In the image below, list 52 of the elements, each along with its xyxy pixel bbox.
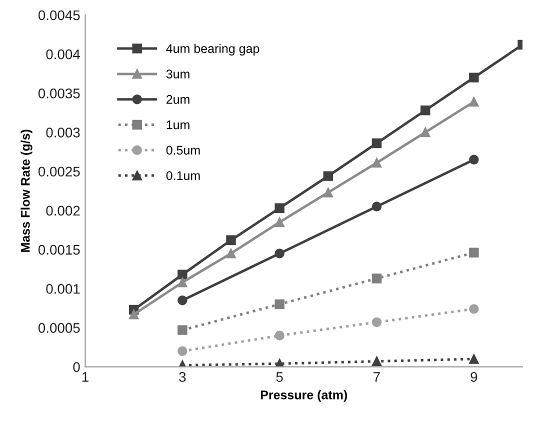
point xyxy=(469,354,479,364)
x-axis-title: Pressure (atm) xyxy=(260,390,348,402)
point xyxy=(128,310,139,320)
y-tick-label: 0.001 xyxy=(46,284,80,294)
point xyxy=(372,274,382,284)
point xyxy=(469,72,479,82)
point xyxy=(226,248,236,258)
point xyxy=(372,356,382,366)
point xyxy=(469,96,479,107)
y-tick-label: 0.0025 xyxy=(38,166,80,177)
point xyxy=(372,138,382,148)
point xyxy=(178,270,188,280)
point xyxy=(420,127,430,138)
y-tick-label: 0.004 xyxy=(46,49,80,60)
point xyxy=(178,325,188,335)
y-axis-title: Mass Flow Rate (g/s) xyxy=(20,130,32,252)
point xyxy=(178,278,188,288)
point xyxy=(469,154,479,164)
point xyxy=(323,171,334,181)
legend-label: 0.1um xyxy=(166,171,200,180)
legend-label: 0.5um xyxy=(166,146,200,155)
point xyxy=(469,304,479,314)
point xyxy=(323,188,334,198)
y-tick-label: 0.0005 xyxy=(38,323,80,333)
point xyxy=(226,235,236,246)
x-tick-label: 7 xyxy=(374,372,380,382)
x-tick-label: 1 xyxy=(82,372,88,382)
point xyxy=(178,346,188,356)
y-tick-label: 0.002 xyxy=(46,206,80,216)
x-tick-label: 9 xyxy=(470,372,478,382)
point xyxy=(372,158,382,168)
point xyxy=(372,202,382,212)
point xyxy=(274,217,284,228)
x-tick-label: 5 xyxy=(276,372,283,382)
legend-label: 3um xyxy=(166,70,190,78)
y-tick-label: 0.0045 xyxy=(38,10,80,20)
point xyxy=(469,248,479,258)
point xyxy=(274,330,284,340)
legend-label: 1um xyxy=(166,120,190,130)
point xyxy=(372,317,382,328)
point xyxy=(274,203,284,213)
y-tick-label: 0 xyxy=(73,362,80,372)
legend-label: 4um bearing gap xyxy=(166,44,260,56)
y-tick-label: 0.003 xyxy=(46,128,80,138)
point xyxy=(420,106,430,116)
x-tick-label: 3 xyxy=(179,372,186,382)
y-tick-label: 0.0035 xyxy=(38,88,80,98)
point xyxy=(178,295,188,306)
y-tick-label: 0.0015 xyxy=(38,244,80,255)
legend-label: 2um xyxy=(166,94,190,104)
point xyxy=(274,248,284,258)
point xyxy=(274,299,284,310)
